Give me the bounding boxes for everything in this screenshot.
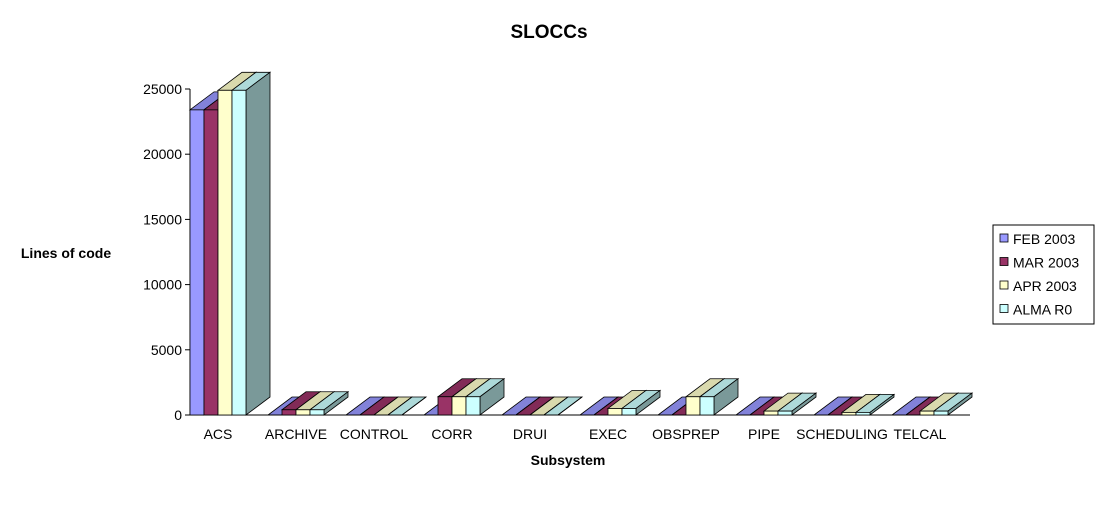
legend-item: APR 2003 — [999, 278, 1077, 294]
x-axis-title: Subsystem — [531, 452, 606, 468]
legend-item: MAR 2003 — [999, 255, 1079, 271]
legend-label: APR 2003 — [1013, 278, 1077, 294]
legend-box — [992, 224, 1095, 325]
bar-group — [188, 71, 272, 416]
legend-item: ALMA R0 — [999, 302, 1072, 318]
x-tick-label: SCHEDULING — [796, 426, 888, 442]
x-tick-label: ACS — [204, 426, 233, 442]
x-tick-label: CORR — [431, 426, 472, 442]
bar-group — [812, 393, 896, 416]
y-tick-label: 10000 — [143, 277, 182, 293]
bar-group — [266, 390, 350, 416]
bar — [386, 396, 428, 416]
y-tick-label: 20000 — [143, 146, 182, 162]
legend-swatch — [999, 257, 1009, 266]
bar — [308, 390, 350, 416]
x-tick-label: PIPE — [748, 426, 780, 442]
bars — [188, 71, 974, 416]
bar-group — [656, 377, 740, 416]
bar — [542, 396, 584, 416]
chart-title: SLOCCs — [510, 22, 587, 43]
y-tick-label: 25000 — [143, 81, 182, 97]
legend-label: MAR 2003 — [1013, 255, 1079, 271]
y-axis-title: Lines of code — [21, 245, 111, 261]
bar-group — [578, 389, 662, 416]
legend-swatch — [999, 304, 1009, 313]
x-tick-label: ARCHIVE — [265, 426, 327, 442]
x-tick-label: TELCAL — [894, 426, 947, 442]
bar-group — [734, 392, 818, 416]
bar — [854, 393, 896, 416]
legend-label: ALMA R0 — [1013, 302, 1072, 318]
bar — [776, 392, 818, 416]
legend-swatch — [999, 233, 1009, 243]
x-tick-label: CONTROL — [340, 426, 409, 442]
bar — [698, 377, 740, 416]
legend-swatch — [999, 280, 1009, 290]
y-tick-label: 0 — [174, 407, 182, 423]
y-tick-label: 15000 — [143, 211, 182, 227]
bar — [230, 71, 272, 416]
bar-group — [422, 377, 506, 416]
bar-group — [500, 396, 584, 416]
y-tick-label: 5000 — [151, 342, 182, 358]
bar-group — [344, 396, 428, 416]
bar — [464, 377, 506, 416]
legend-label: FEB 2003 — [1013, 231, 1075, 247]
bar — [620, 389, 662, 416]
legend-item: FEB 2003 — [999, 231, 1075, 247]
x-tick-label: EXEC — [589, 426, 627, 442]
bar — [932, 392, 974, 416]
bar-group — [890, 392, 974, 416]
x-tick-label: OBSPREP — [652, 426, 720, 442]
y-axis: 0 5000 10000 15000 20000 25000 — [143, 81, 191, 423]
x-tick-label: DRUI — [513, 426, 547, 442]
category-labels: ACS ARCHIVE CONTROL CORR DRUI EXEC OBSPREP PIPE… — [204, 426, 947, 442]
legend: FEB 2003 MAR 2003 APR 2003 ALMA R0 — [992, 224, 1095, 325]
